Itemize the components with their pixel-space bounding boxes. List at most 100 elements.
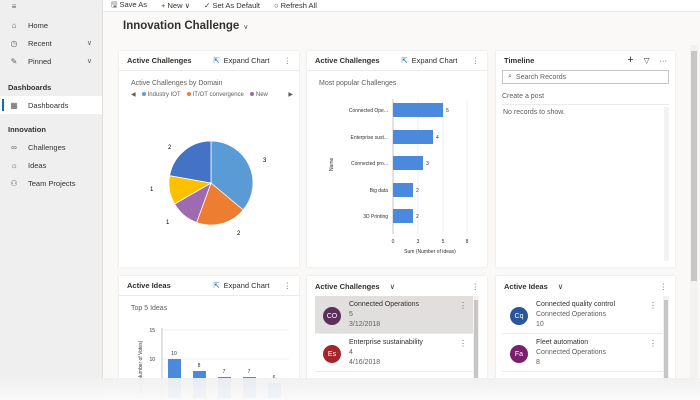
expand-icon: ⇱ [213, 56, 220, 65]
svg-text:2: 2 [416, 214, 419, 220]
check-icon: ✓ [204, 1, 213, 10]
hamburger-menu[interactable]: ≡ [0, 0, 102, 12]
list-item[interactable]: Cq Connected quality control Connected Op… [502, 296, 669, 334]
svg-text:Sum (Number of Votes): Sum (Number of Votes) [138, 340, 144, 393]
svg-text:Name: Name [329, 157, 335, 171]
legend-prev-icon[interactable]: ◀ [131, 92, 136, 98]
popular-challenges-card: Active Challenges ⇱ Expand Chart ⋮ Most pop… [307, 51, 487, 267]
list-scrollbar[interactable] [663, 296, 669, 386]
sidebar-item-dashboards[interactable]: ▦ Dashboards [0, 96, 102, 114]
chart-subtitle: Most popular Challenges [319, 80, 397, 87]
svg-text:2: 2 [168, 145, 172, 151]
svg-text:Connected Ope...: Connected Ope... [349, 108, 388, 114]
svg-text:3: 3 [426, 161, 429, 167]
expand-icon: ⇱ [401, 56, 408, 65]
svg-text:3: 3 [263, 158, 267, 164]
sidebar-item-challenges[interactable]: ∞ Challenges [0, 138, 102, 156]
svg-text:4: 4 [436, 135, 439, 141]
chevron-down-icon: ∨ [184, 1, 191, 10]
view-selector-chevron-icon[interactable]: ∨ [389, 281, 396, 291]
svg-text:10: 10 [171, 351, 177, 357]
chart-subtitle: Active Challenges by Domain [131, 80, 223, 87]
chevron-down-icon: ∨ [86, 40, 92, 47]
more-options-icon[interactable]: ⋮ [471, 281, 480, 291]
more-options-icon[interactable]: ⋮ [649, 339, 657, 348]
more-options-icon[interactable]: ⋮ [459, 301, 467, 310]
list-item[interactable]: CO Connected Operations 5 3/12/2018 ⋮ [315, 296, 479, 334]
home-icon: ⌂ [11, 20, 17, 30]
challenge-list: CO Connected Operations 5 3/12/2018 ⋮ Es E… [315, 296, 479, 386]
svg-text:0: 0 [392, 239, 395, 245]
more-options-icon[interactable]: ⋮ [649, 301, 657, 310]
clock-icon: ◷ [10, 38, 18, 48]
chevron-down-icon: ∨ [243, 24, 249, 31]
svg-text:10: 10 [149, 357, 155, 363]
section-innovation: Innovation [8, 124, 46, 134]
sidebar-item-pinned[interactable]: ✎ Pinned ∨ [0, 52, 102, 70]
list-item[interactable]: Es Enterprise sustainability 4 4/16/2018 ⋮ [315, 334, 479, 372]
page-title[interactable]: Innovation Challenge ∨ [123, 20, 249, 32]
active-challenges-pie-card: Active Challenges ⇱ Expand Chart ⋮ Active C… [119, 51, 299, 267]
svg-text:2: 2 [237, 231, 241, 237]
list-item[interactable]: Fa Fleet automation Connected Operations 8… [502, 334, 669, 372]
svg-text:15: 15 [149, 328, 155, 334]
new-button[interactable]: + New ∨ [161, 1, 191, 10]
filter-icon[interactable]: ▽ [643, 55, 650, 65]
active-challenges-list-card: Active Challenges ∨ ⋮ CO Connected Operati… [307, 276, 487, 386]
more-options-icon[interactable]: ⋮ [283, 281, 292, 290]
menu-icon: ≡ [11, 1, 17, 11]
scrollbar-thumb[interactable] [691, 51, 697, 281]
chart-subtitle: Top 5 Ideas [131, 305, 168, 312]
svg-text:7: 7 [223, 369, 226, 375]
svg-text:7: 7 [248, 369, 251, 375]
svg-text:Big data: Big data [370, 188, 389, 194]
sidebar-item-home[interactable]: ⌂ Home [0, 16, 102, 34]
more-options-icon[interactable]: ⋮ [659, 281, 668, 291]
page-scrollbar[interactable] [690, 45, 698, 380]
legend-next-icon[interactable]: ▶ [288, 92, 293, 98]
svg-text:1: 1 [166, 220, 170, 226]
save-as-button[interactable]: 🖫 Save As [111, 0, 148, 9]
view-selector-chevron-icon[interactable]: ∨ [557, 281, 564, 291]
more-options-icon[interactable]: ⋮ [471, 56, 480, 65]
timeline-records: No records to show. [502, 104, 669, 262]
svg-text:3: 3 [417, 239, 420, 245]
more-options-icon[interactable]: ⋮ [283, 56, 292, 65]
svg-text:5: 5 [442, 239, 445, 245]
save-icon: 🖫 [111, 0, 120, 9]
sidebar-item-recent[interactable]: ◷ Recent ∨ [0, 34, 102, 52]
create-post-link[interactable]: Create a post [502, 93, 545, 100]
list-scrollbar[interactable] [473, 296, 479, 386]
avatar: CO [323, 307, 341, 325]
sidebar-item-ideas[interactable]: ☼ Ideas [0, 156, 102, 174]
avatar: Fa [510, 345, 528, 363]
avatar: Cq [510, 307, 528, 325]
refresh-all-button[interactable]: ○ Refresh All [274, 1, 317, 10]
command-bar: 🖫 Save As + New ∨ ✓ Set As Default ○ Ref… [103, 0, 700, 12]
idea-list: Cq Connected quality control Connected Op… [502, 296, 669, 386]
refresh-icon: ○ [274, 1, 281, 10]
reflection-fade [0, 378, 700, 400]
svg-text:Enterprise sust...: Enterprise sust... [350, 135, 388, 141]
plus-icon: + [161, 1, 168, 10]
search-records-input[interactable]: ⌕ Search Records [502, 70, 669, 84]
svg-text:2: 2 [416, 188, 419, 194]
set-default-button[interactable]: ✓ Set As Default [204, 1, 260, 10]
avatar: Es [323, 345, 341, 363]
add-icon[interactable]: + [627, 54, 634, 66]
svg-text:1: 1 [150, 187, 154, 193]
active-ideas-chart-card: Active Ideas ⇱ Expand Chart ⋮ Top 5 Ideas 1… [119, 276, 299, 398]
chart-legend: ◀ Industry IOT IT/OT convergence New ▶ [131, 91, 293, 98]
dashboard-icon: ▦ [10, 100, 18, 110]
more-options-icon[interactable]: ··· [659, 55, 668, 65]
svg-text:Connected pro...: Connected pro... [351, 161, 388, 167]
timeline-scrollbar[interactable] [664, 107, 669, 261]
binoculars-icon: ∞ [11, 142, 17, 152]
expand-chart-button[interactable]: ⇱ Expand Chart [401, 56, 458, 65]
svg-text:Sum (Number of ideas): Sum (Number of ideas) [404, 249, 456, 255]
more-options-icon[interactable]: ⋮ [459, 339, 467, 348]
sidebar-item-team-projects[interactable]: ⚇ Team Projects [0, 174, 102, 192]
chevron-down-icon: ∨ [86, 58, 92, 65]
expand-chart-button[interactable]: ⇱ Expand Chart [213, 56, 270, 65]
expand-chart-button[interactable]: ⇱ Expand Chart [213, 281, 270, 290]
